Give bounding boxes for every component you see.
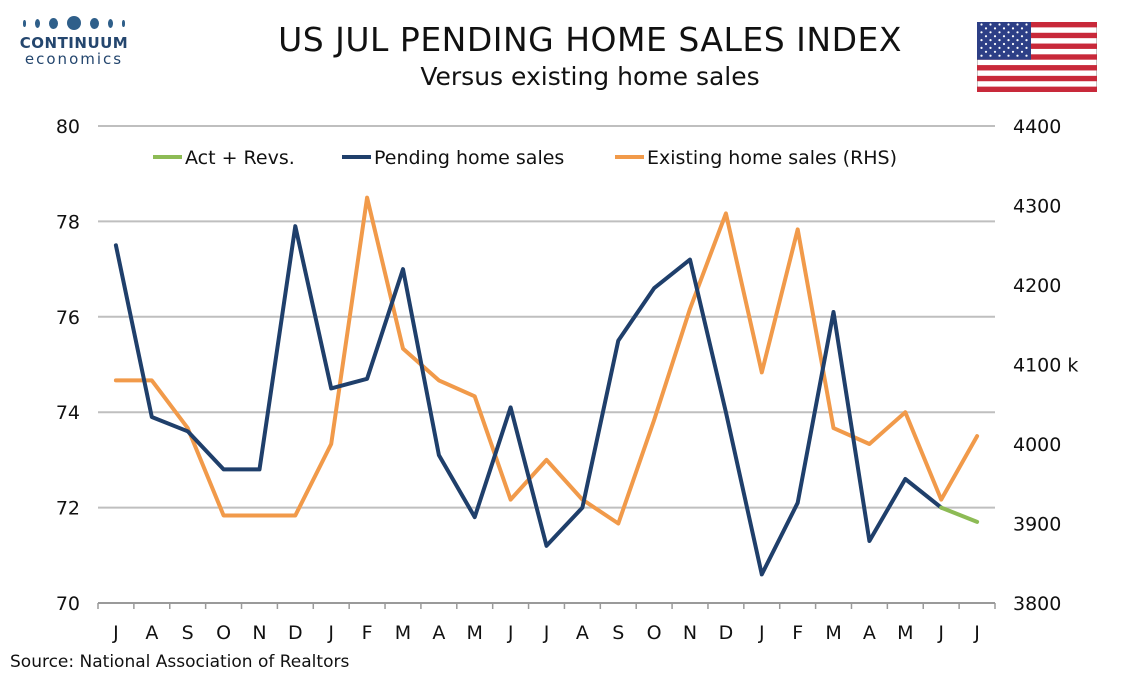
x-tick-label: F — [792, 622, 803, 644]
gridlines — [98, 125, 995, 509]
left-tick-label: 80 — [56, 116, 80, 138]
x-tick-label: J — [507, 622, 514, 644]
x-tick-label: A — [432, 622, 445, 644]
logo-name: CONTINUUM — [19, 34, 129, 52]
x-tick-label: M — [467, 622, 483, 644]
left-axis-ticks: 70 72 74 76 78 80 — [56, 116, 80, 615]
continuum-logo: CONTINUUM economics — [14, 14, 134, 68]
right-tick-label: 4300 — [1013, 196, 1061, 218]
x-tick-label: S — [182, 622, 194, 644]
legend-label: Pending home sales — [374, 147, 564, 169]
x-tick-label: J — [758, 622, 765, 644]
right-tick-label: 4200 — [1013, 275, 1061, 297]
left-tick-label: 74 — [56, 402, 80, 424]
right-tick-label: 3800 — [1013, 593, 1061, 615]
left-tick-label: 72 — [56, 498, 80, 520]
left-tick-label: 76 — [56, 307, 80, 329]
right-tick-label: 4400 — [1013, 116, 1061, 138]
x-tick-label: A — [145, 622, 158, 644]
legend-label: Act + Revs. — [185, 147, 295, 169]
source-note: Source: National Association of Realtors — [10, 652, 350, 672]
right-tick-label: 3900 — [1013, 514, 1061, 536]
chart-title: US JUL PENDING HOME SALES INDEX — [278, 20, 902, 59]
x-tick-label: M — [395, 622, 411, 644]
continuum-dots-logo-icon — [14, 14, 134, 32]
x-tick-label: J — [327, 622, 334, 644]
us-flag-icon — [977, 22, 1097, 92]
x-tick-label: D — [719, 622, 734, 644]
x-tick-label: J — [973, 622, 980, 644]
series-line-pending-home-sales — [113, 224, 944, 577]
right-tick-label: 4000 — [1013, 434, 1061, 456]
x-tick-label: J — [112, 622, 119, 644]
x-tick-label: N — [252, 622, 266, 644]
x-tick-label: A — [863, 622, 876, 644]
x-tick-label: S — [612, 622, 624, 644]
x-tick-label: J — [937, 622, 944, 644]
legend-label: Existing home sales (RHS) — [647, 147, 897, 169]
x-tick-label: O — [647, 622, 662, 644]
x-tick-label: F — [362, 622, 373, 644]
left-tick-label: 70 — [56, 593, 80, 615]
x-tick-label: J — [543, 622, 550, 644]
x-tick-label: D — [288, 622, 303, 644]
x-tick-label: N — [683, 622, 697, 644]
right-axis-ticks: 3800 3900 4000 4100 k 4200 4300 4400 — [1013, 116, 1078, 615]
series-line-existing-home-sales-rhs — [113, 195, 980, 526]
x-tick-label: M — [825, 622, 841, 644]
left-tick-label: 78 — [56, 211, 80, 233]
chart-subtitle: Versus existing home sales — [420, 62, 760, 91]
chart-area: 70 72 74 76 78 80 3800 3900 4000 4100 k 4200 4300 4… — [56, 116, 1079, 644]
legend: Act + Revs. Pending home sales Existing ho… — [153, 147, 897, 169]
axes — [97, 602, 996, 609]
right-tick-label: 4100 k — [1013, 355, 1078, 377]
series-lines — [113, 195, 980, 577]
x-tick-label: O — [216, 622, 231, 644]
logo-subtitle: economics — [24, 50, 124, 68]
x-tick-label: A — [576, 622, 589, 644]
series-line-act-revs — [939, 505, 980, 524]
x-tick-label: M — [897, 622, 913, 644]
